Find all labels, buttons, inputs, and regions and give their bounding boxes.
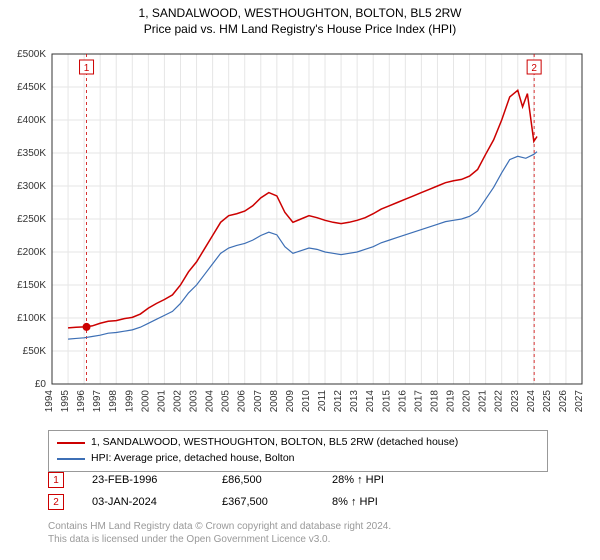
svg-text:2010: 2010	[301, 390, 312, 413]
legend-swatch	[57, 442, 85, 444]
svg-text:£250K: £250K	[17, 214, 46, 225]
footnote-line: This data is licensed under the Open Gov…	[48, 533, 391, 546]
svg-text:2001: 2001	[156, 390, 167, 413]
legend-item: HPI: Average price, detached house, Bolt…	[57, 451, 539, 467]
marker-price: £367,500	[222, 496, 332, 508]
svg-text:1997: 1997	[92, 390, 103, 413]
svg-text:2005: 2005	[221, 390, 232, 413]
marker-row: 1 23-FEB-1996 £86,500 28% ↑ HPI	[48, 472, 442, 488]
footnote-line: Contains HM Land Registry data © Crown c…	[48, 520, 391, 533]
svg-text:2022: 2022	[494, 390, 505, 413]
marker-row: 2 03-JAN-2024 £367,500 8% ↑ HPI	[48, 494, 442, 510]
chart-subtitle: Price paid vs. HM Land Registry's House …	[0, 22, 600, 38]
svg-text:£400K: £400K	[17, 115, 46, 126]
svg-text:£450K: £450K	[17, 82, 46, 93]
svg-text:2013: 2013	[349, 390, 360, 413]
chart-container: 1, SANDALWOOD, WESTHOUGHTON, BOLTON, BL5…	[0, 0, 600, 560]
svg-text:1998: 1998	[108, 390, 119, 413]
marker-date: 23-FEB-1996	[92, 474, 222, 486]
svg-text:1: 1	[84, 63, 90, 74]
svg-text:2007: 2007	[253, 390, 264, 413]
svg-text:2002: 2002	[172, 390, 183, 413]
svg-text:2019: 2019	[446, 390, 457, 413]
footnote: Contains HM Land Registry data © Crown c…	[48, 520, 391, 546]
svg-text:1996: 1996	[76, 390, 87, 413]
svg-text:£300K: £300K	[17, 181, 46, 192]
chart-title: 1, SANDALWOOD, WESTHOUGHTON, BOLTON, BL5…	[0, 0, 600, 22]
svg-text:2006: 2006	[237, 390, 248, 413]
marker-badge: 1	[48, 472, 64, 488]
svg-text:1999: 1999	[124, 390, 135, 413]
svg-text:2011: 2011	[317, 390, 328, 412]
svg-text:2017: 2017	[413, 390, 424, 413]
svg-text:£500K: £500K	[17, 49, 46, 60]
svg-text:2008: 2008	[269, 390, 280, 413]
svg-text:£0: £0	[35, 379, 47, 390]
chart-area: £0 £50K £100K £150K £200K £250K £300K £350K £400…	[0, 44, 600, 424]
svg-text:2012: 2012	[333, 390, 344, 413]
svg-text:£200K: £200K	[17, 247, 46, 258]
svg-text:£150K: £150K	[17, 280, 46, 291]
svg-text:£350K: £350K	[17, 148, 46, 159]
marker-badge: 2	[48, 494, 64, 510]
svg-text:2020: 2020	[462, 390, 473, 413]
svg-text:2009: 2009	[285, 390, 296, 413]
svg-text:2000: 2000	[140, 390, 151, 413]
legend-item: 1, SANDALWOOD, WESTHOUGHTON, BOLTON, BL5…	[57, 435, 539, 451]
marker-table: 1 23-FEB-1996 £86,500 28% ↑ HPI 2 03-JAN…	[48, 472, 442, 516]
svg-text:2016: 2016	[397, 390, 408, 413]
legend-swatch	[57, 458, 85, 460]
svg-text:2021: 2021	[478, 390, 489, 413]
legend-label: HPI: Average price, detached house, Bolt…	[91, 451, 295, 467]
svg-text:2014: 2014	[365, 390, 376, 413]
svg-text:2025: 2025	[542, 390, 553, 413]
marker-price: £86,500	[222, 474, 332, 486]
line-chart-svg: £0 £50K £100K £150K £200K £250K £300K £350K £400…	[0, 44, 600, 424]
legend: 1, SANDALWOOD, WESTHOUGHTON, BOLTON, BL5…	[48, 430, 548, 472]
svg-text:2003: 2003	[189, 390, 200, 413]
marker-date: 03-JAN-2024	[92, 496, 222, 508]
legend-label: 1, SANDALWOOD, WESTHOUGHTON, BOLTON, BL5…	[91, 435, 458, 451]
svg-text:£100K: £100K	[17, 313, 46, 324]
svg-text:2023: 2023	[510, 390, 521, 413]
svg-text:2024: 2024	[526, 390, 537, 413]
svg-text:2026: 2026	[558, 390, 569, 413]
svg-text:2027: 2027	[574, 390, 585, 413]
svg-text:2018: 2018	[429, 390, 440, 413]
marker-pct: 28% ↑ HPI	[332, 474, 442, 486]
svg-text:2: 2	[531, 63, 537, 74]
marker-pct: 8% ↑ HPI	[332, 496, 442, 508]
svg-text:1995: 1995	[60, 390, 71, 413]
svg-text:1994: 1994	[44, 390, 55, 413]
svg-text:£50K: £50K	[23, 346, 47, 357]
svg-text:2004: 2004	[205, 390, 216, 413]
svg-text:2015: 2015	[381, 390, 392, 413]
